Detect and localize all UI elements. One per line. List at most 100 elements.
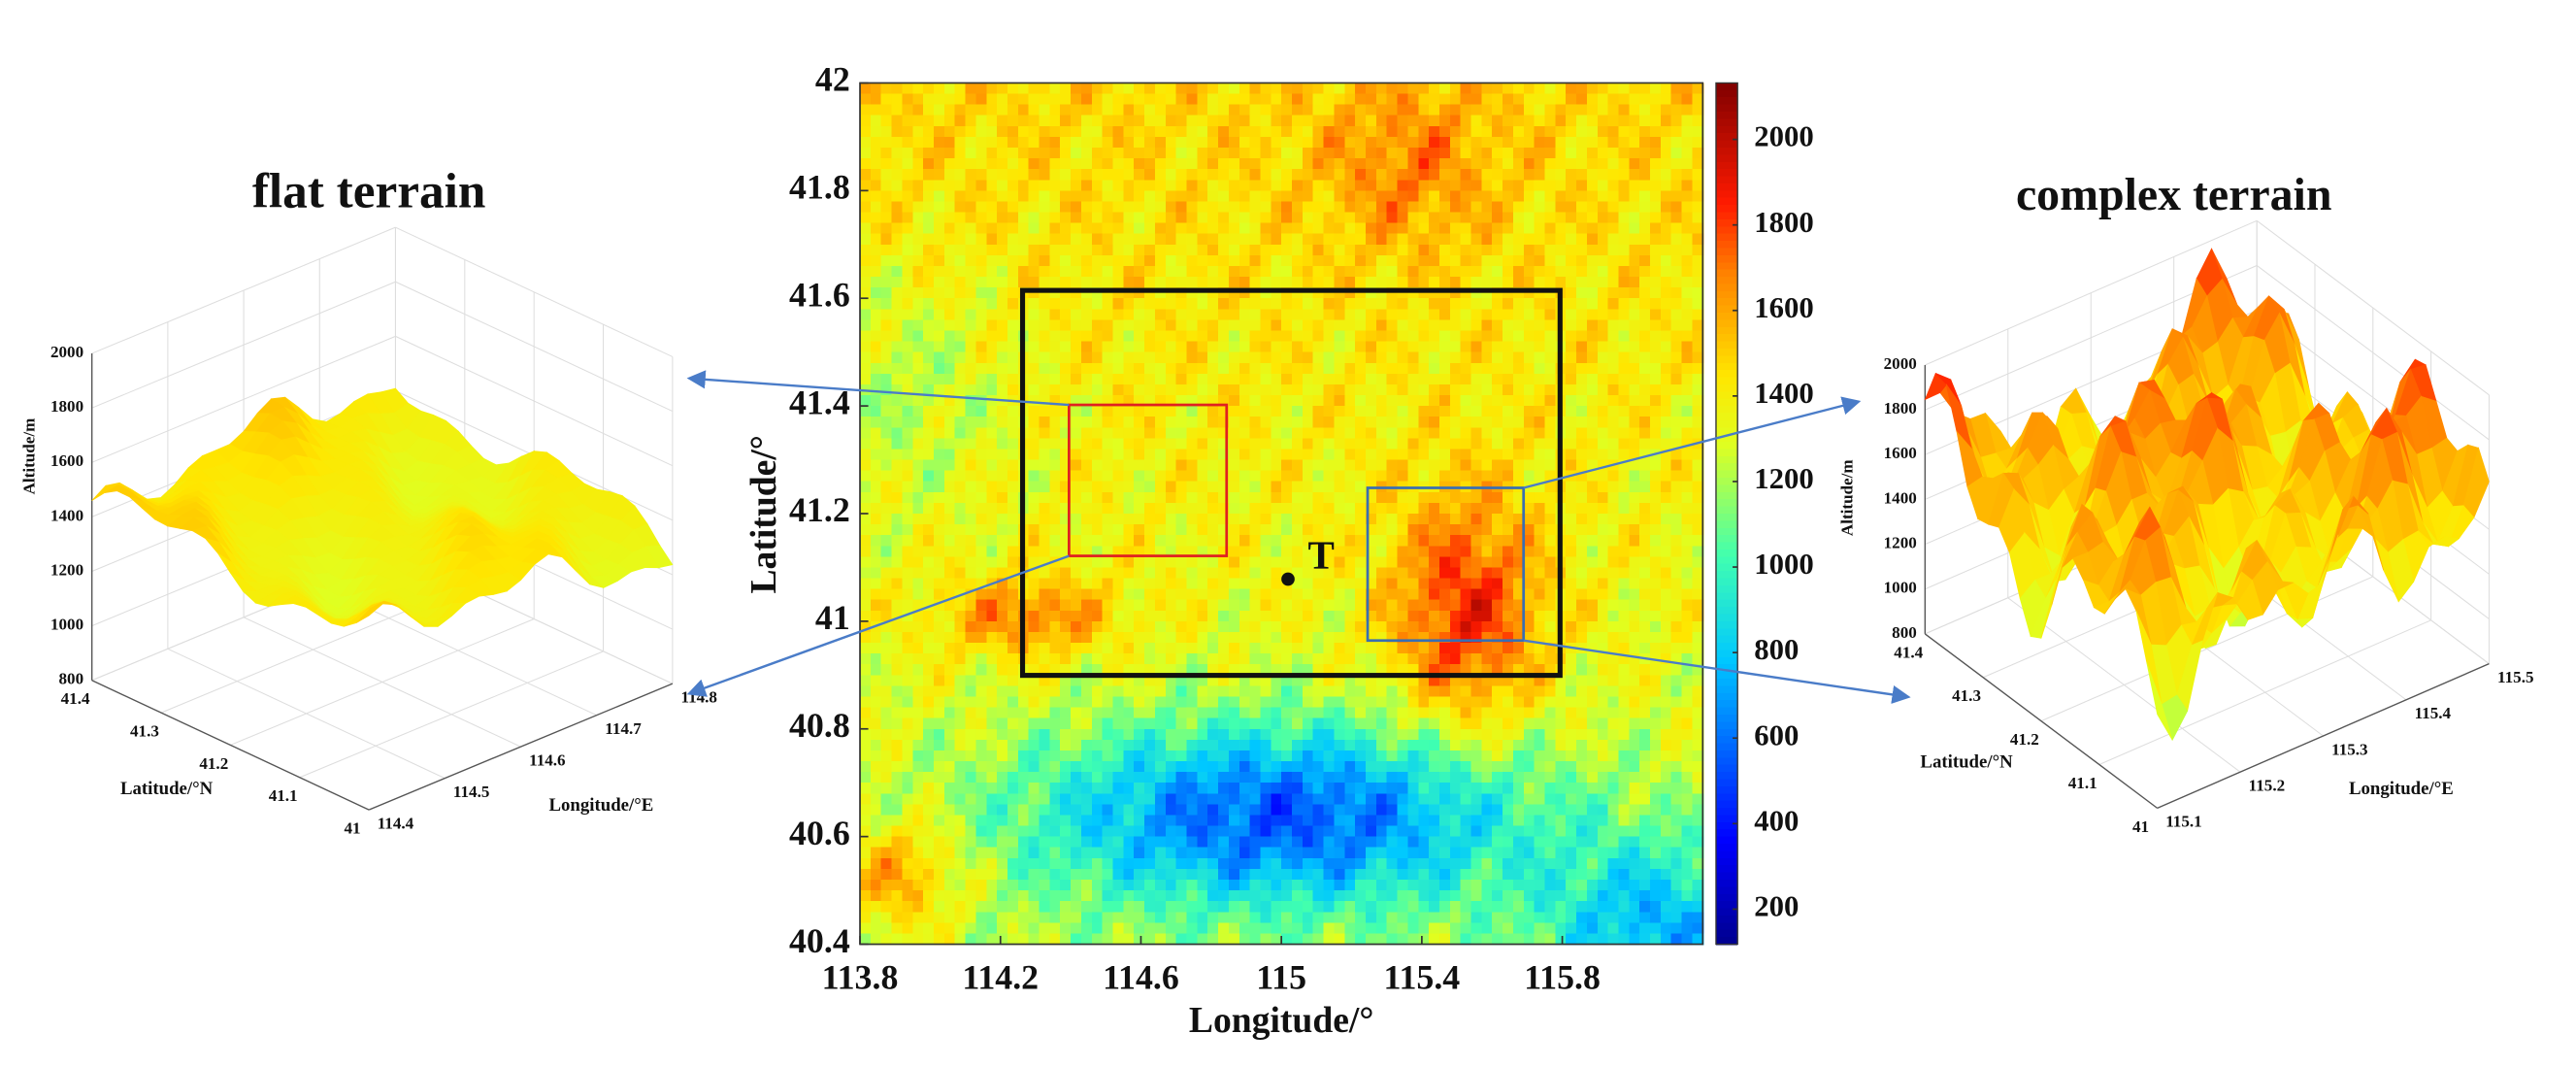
- terrain-cell: [902, 761, 914, 774]
- terrain-cell: [1503, 190, 1514, 203]
- terrain-cell: [1134, 815, 1146, 827]
- terrain-cell: [912, 728, 925, 741]
- terrain-cell: [860, 502, 872, 516]
- terrain-cell: [1154, 696, 1167, 709]
- terrain-cell: [943, 254, 956, 267]
- terrain-cell: [1186, 319, 1199, 332]
- terrain-cell: [1186, 383, 1199, 397]
- terrain-cell: [1238, 254, 1251, 267]
- terrain-cell: [1449, 643, 1462, 655]
- terrain-cell: [1112, 502, 1125, 516]
- terrain-cell: [1249, 406, 1262, 418]
- terrain-cell: [1165, 643, 1177, 655]
- terrain-cell: [1334, 556, 1346, 569]
- terrain-cell: [1144, 513, 1156, 526]
- terrain-cell: [1091, 438, 1104, 450]
- terrain-cell: [1281, 847, 1294, 859]
- terrain-cell: [880, 136, 893, 150]
- terrain-cell: [1102, 879, 1114, 892]
- terrain-cell: [1438, 180, 1451, 192]
- terrain-cell: [997, 847, 1009, 859]
- terrain-cell: [1397, 524, 1409, 537]
- terrain-cell: [997, 890, 1009, 903]
- terrain-cell: [1334, 222, 1346, 235]
- terrain-cell: [943, 438, 956, 450]
- terrain-cell: [1144, 373, 1156, 385]
- terrain-cell: [1365, 169, 1377, 182]
- terrain-cell: [954, 470, 967, 483]
- terrain-cell: [1207, 578, 1220, 590]
- terrain-cell: [1102, 491, 1114, 504]
- terrain-cell: [1249, 395, 1262, 408]
- terrain-cell: [912, 254, 925, 267]
- terrain-cell: [975, 147, 988, 160]
- terrain-cell: [997, 169, 1009, 182]
- terrain-cell: [1260, 147, 1272, 160]
- terrain-cell: [997, 125, 1009, 138]
- terrain-cell: [1397, 772, 1409, 784]
- terrain-cell: [1039, 599, 1051, 612]
- terrain-cell: [1028, 772, 1040, 784]
- terrain-cell: [1060, 319, 1073, 332]
- terrain-cell: [997, 277, 1009, 289]
- terrain-cell: [1080, 653, 1093, 666]
- terrain-cell: [1429, 93, 1440, 106]
- terrain-cell: [1460, 136, 1472, 150]
- terrain-cell: [1481, 470, 1494, 483]
- terrain-cell: [923, 502, 936, 516]
- terrain-cell: [1323, 696, 1336, 709]
- terrain-cell: [1365, 180, 1377, 192]
- terrain-cell: [891, 546, 904, 558]
- terrain-cell: [1292, 83, 1304, 95]
- terrain-cell: [1375, 717, 1388, 730]
- terrain-cell: [1049, 643, 1062, 655]
- terrain-cell: [1017, 728, 1030, 741]
- terrain-cell: [1418, 783, 1431, 795]
- terrain-cell: [1238, 265, 1251, 279]
- terrain-cell: [1228, 513, 1240, 526]
- terrain-cell: [1228, 470, 1240, 483]
- terrain-cell: [1049, 265, 1062, 279]
- terrain-cell: [1438, 524, 1451, 537]
- terrain-cell: [1080, 588, 1093, 601]
- terrain-cell: [1312, 351, 1325, 364]
- terrain-cell: [1386, 513, 1399, 526]
- terrain-cell: [1397, 707, 1409, 719]
- terrain-cell: [1271, 524, 1283, 537]
- terrain-cell: [1449, 254, 1462, 267]
- terrain-cell: [870, 868, 882, 882]
- terrain-cell: [1355, 395, 1368, 408]
- terrain-cell: [1112, 631, 1125, 645]
- terrain-cell: [923, 125, 936, 138]
- terrain-cell: [1460, 470, 1472, 483]
- terrain-cell: [1249, 115, 1262, 127]
- terrain-cell: [1449, 535, 1462, 548]
- terrain-cell: [1312, 653, 1325, 666]
- terrain-cell: [1207, 643, 1220, 655]
- terrain-cell: [975, 836, 988, 849]
- terrain-cell: [1429, 653, 1440, 666]
- terrain-cell: [1492, 147, 1504, 160]
- terrain-cell: [1197, 901, 1209, 914]
- terrain-cell: [1292, 567, 1304, 580]
- terrain-cell: [1154, 298, 1167, 311]
- terrain-cell: [870, 147, 882, 160]
- terrain-cell: [1429, 319, 1440, 332]
- terrain-cell: [1060, 653, 1073, 666]
- terrain-cell: [1228, 491, 1240, 504]
- terrain-cell: [1271, 599, 1283, 612]
- terrain-cell: [1344, 158, 1357, 171]
- terrain-cell: [1207, 868, 1220, 882]
- terrain-cell: [1144, 868, 1156, 882]
- terrain-cell: [1407, 298, 1420, 311]
- terrain-cell: [1207, 212, 1220, 224]
- terrain-cell: [1312, 685, 1325, 698]
- terrain-cell: [1039, 707, 1051, 719]
- terrain-cell: [1355, 890, 1368, 903]
- terrain-cell: [997, 610, 1009, 622]
- terrain-cell: [965, 750, 977, 763]
- terrain-cell: [1344, 847, 1357, 859]
- terrain-cell: [1028, 93, 1040, 106]
- terrain-cell: [1007, 373, 1019, 385]
- terrain-cell: [954, 93, 967, 106]
